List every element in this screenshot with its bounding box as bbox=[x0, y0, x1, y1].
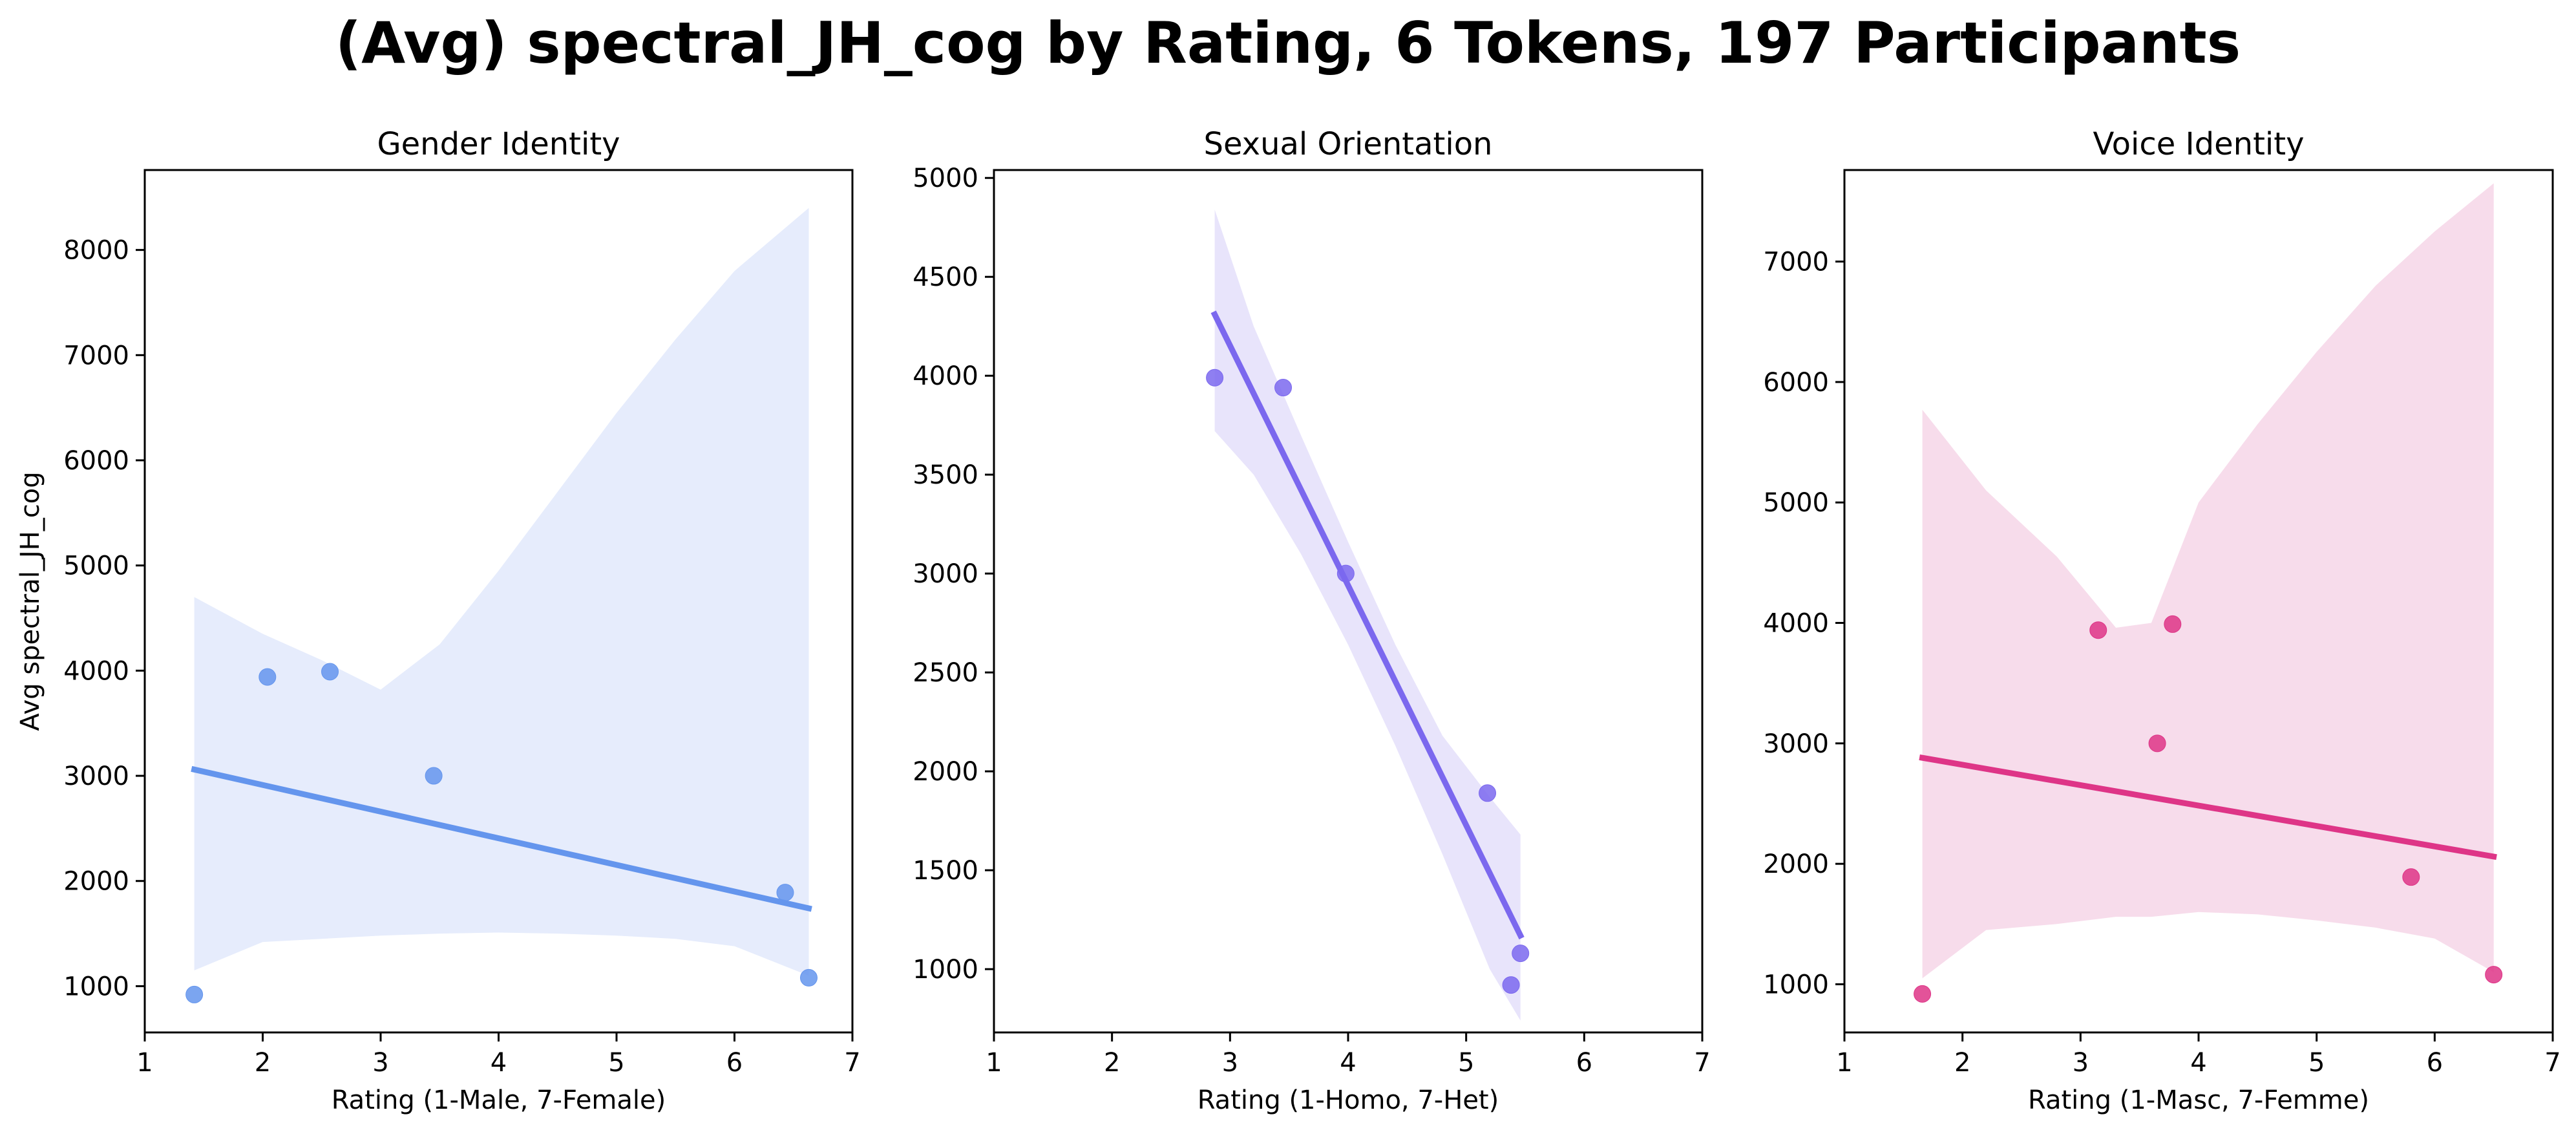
y-tick-label: 4000 bbox=[913, 361, 978, 391]
confidence-band bbox=[1214, 209, 1521, 1021]
confidence-band bbox=[1922, 183, 2494, 979]
y-tick-label: 2000 bbox=[913, 757, 978, 787]
y-tick-label: 2000 bbox=[63, 867, 129, 897]
y-tick-label: 4000 bbox=[63, 656, 129, 686]
x-tick-label: 7 bbox=[2544, 1048, 2560, 1078]
chart-panel-voice-identity: 1 2 3 4 5 6 7 1000 2000 3000 4000 5000 6000 7000 Voice… bbox=[1763, 126, 2561, 1115]
data-point bbox=[2089, 621, 2107, 639]
y-tick-label: 7000 bbox=[1763, 248, 1829, 277]
data-point bbox=[185, 985, 204, 1003]
subplot-title: Voice Identity bbox=[2093, 126, 2305, 162]
y-tick-label: 5000 bbox=[63, 551, 129, 581]
chart-panel-sexual-orientation: 1 2 3 4 5 6 7 1000 1500 2000 2500 3000 3500 4000 4500 5… bbox=[913, 126, 1711, 1115]
regression-line bbox=[191, 765, 812, 912]
data-point bbox=[1502, 976, 1520, 994]
y-tick-label: 7000 bbox=[63, 341, 129, 370]
subplot-title: Sexual Orientation bbox=[1204, 126, 1493, 162]
y-tick-label: 4000 bbox=[1763, 609, 1829, 639]
data-point bbox=[1274, 379, 1293, 397]
y-tick-label: 4500 bbox=[913, 262, 978, 292]
x-axis-label: Rating (1-Homo, 7-Het) bbox=[1198, 1085, 1499, 1115]
data-point bbox=[2164, 615, 2182, 633]
y-tick-label: 2500 bbox=[913, 658, 978, 688]
data-point bbox=[425, 767, 443, 785]
confidence-band bbox=[194, 208, 809, 976]
y-tick-label: 8000 bbox=[63, 236, 129, 266]
subplot-title: Gender Identity bbox=[377, 126, 620, 162]
x-tick-label: 6 bbox=[1576, 1048, 1592, 1078]
x-tick-label: 2 bbox=[1104, 1048, 1120, 1078]
data-point bbox=[2485, 966, 2503, 984]
data-point bbox=[259, 668, 277, 686]
x-axis-label: Rating (1-Masc, 7-Femme) bbox=[2028, 1085, 2369, 1115]
y-tick-label: 3000 bbox=[63, 762, 129, 791]
data-point bbox=[1479, 784, 1497, 802]
x-tick-label: 4 bbox=[491, 1048, 507, 1078]
y-tick-label: 2000 bbox=[1763, 849, 1829, 879]
y-tick-label: 1500 bbox=[913, 856, 978, 886]
y-tick-label: 3000 bbox=[1763, 729, 1829, 759]
data-point bbox=[1336, 564, 1355, 582]
data-point bbox=[1512, 945, 1530, 963]
x-tick-label: 3 bbox=[2073, 1048, 2089, 1078]
data-point bbox=[776, 884, 794, 902]
data-point bbox=[1914, 985, 1932, 1003]
x-tick-label: 1 bbox=[136, 1048, 153, 1078]
regression-line bbox=[1919, 754, 2497, 860]
x-tick-label: 3 bbox=[1222, 1048, 1238, 1078]
x-tick-label: 6 bbox=[726, 1048, 743, 1078]
y-tick-label: 1000 bbox=[1763, 970, 1829, 999]
x-tick-label: 3 bbox=[372, 1048, 388, 1078]
data-point bbox=[2148, 734, 2166, 753]
y-tick-label: 5000 bbox=[913, 164, 978, 193]
y-tick-label: 3000 bbox=[913, 559, 978, 589]
x-tick-label: 6 bbox=[2427, 1048, 2443, 1078]
y-axis-label: Avg spectral_JH_cog bbox=[16, 471, 45, 731]
chart-panel-gender-identity: 1 2 3 4 5 6 7 1000 2000 3000 4000 5000 6000 7000 8000 G… bbox=[16, 126, 861, 1115]
x-tick-label: 1 bbox=[986, 1048, 1002, 1078]
x-tick-label: 7 bbox=[1694, 1048, 1710, 1078]
regression-line bbox=[1210, 310, 1525, 940]
x-axis-label: Rating (1-Male, 7-Female) bbox=[332, 1085, 666, 1115]
y-tick-label: 1000 bbox=[63, 972, 129, 1001]
y-tick-label: 1000 bbox=[913, 955, 978, 985]
x-tick-label: 1 bbox=[1836, 1048, 1852, 1078]
figure-title: (Avg) spectral_JH_cog by Rating, 6 Token… bbox=[335, 10, 2241, 76]
x-tick-label: 5 bbox=[1458, 1048, 1474, 1078]
x-tick-label: 2 bbox=[255, 1048, 271, 1078]
x-tick-label: 2 bbox=[1954, 1048, 1970, 1078]
x-tick-label: 5 bbox=[608, 1048, 624, 1078]
data-point bbox=[2402, 868, 2420, 886]
y-tick-label: 6000 bbox=[63, 446, 129, 476]
data-point bbox=[1206, 368, 1224, 387]
y-tick-label: 6000 bbox=[1763, 368, 1829, 398]
x-tick-label: 7 bbox=[844, 1048, 860, 1078]
y-tick-label: 5000 bbox=[1763, 488, 1829, 518]
data-point bbox=[321, 663, 339, 681]
x-tick-label: 4 bbox=[1340, 1048, 1356, 1078]
y-tick-label: 3500 bbox=[913, 460, 978, 490]
x-tick-label: 4 bbox=[2190, 1048, 2206, 1078]
data-point bbox=[799, 968, 818, 987]
x-tick-label: 5 bbox=[2308, 1048, 2325, 1078]
